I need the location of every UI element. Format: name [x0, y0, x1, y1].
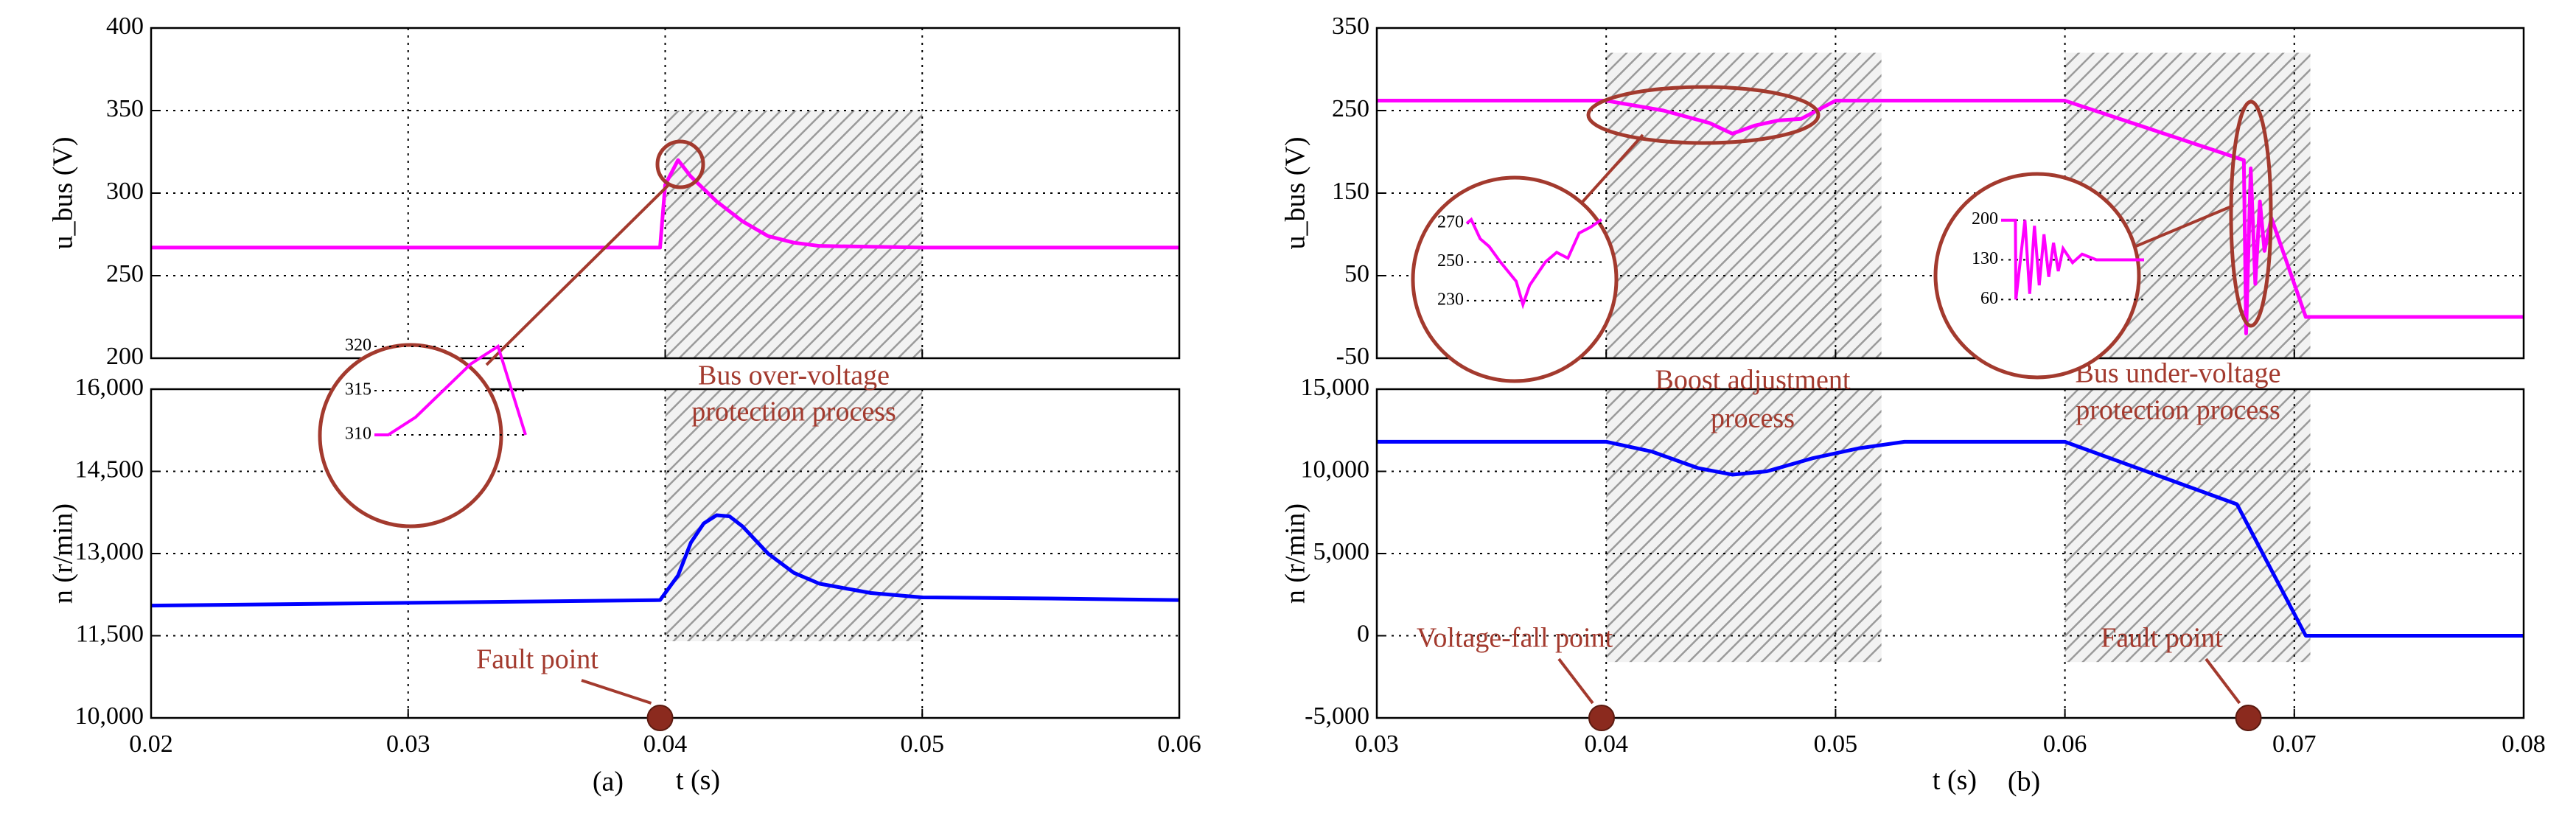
- highlight-ring: [2229, 100, 2273, 328]
- inset-tick-label: 270: [1437, 213, 1464, 232]
- x-tick-label: 0.04: [643, 730, 688, 758]
- inset-line: [1465, 217, 1603, 310]
- x-tick-label: 0.05: [901, 730, 945, 758]
- caption: (b): [2008, 767, 2040, 798]
- y-tick-label: 14,500: [75, 456, 144, 483]
- y-axis-label: u_bus (V): [1280, 136, 1311, 249]
- marker-arrow: [2205, 657, 2241, 705]
- x-tick-label: 0.07: [2272, 730, 2317, 758]
- y-tick-label: -5,000: [1305, 702, 1369, 730]
- x-tick-label: 0.08: [2502, 730, 2546, 758]
- inset-tick-label: 60: [1980, 289, 1998, 308]
- y-tick-label: 16,000: [75, 374, 144, 401]
- highlight-ring: [1586, 85, 1821, 145]
- data-line: [151, 158, 1179, 250]
- inset-connector: [485, 183, 671, 366]
- y-tick-label: 300: [106, 178, 144, 205]
- y-tick-label: 350: [106, 95, 144, 122]
- y-tick-label: 10,000: [75, 702, 144, 730]
- inset-connector: [2135, 204, 2234, 248]
- inset-tick-label: 310: [345, 425, 371, 444]
- y-tick-label: 200: [106, 343, 144, 370]
- y-tick-label: 0: [1357, 620, 1369, 647]
- marker-arrow: [581, 679, 652, 705]
- y-tick-label: 250: [106, 260, 144, 287]
- shaded-region: [1606, 52, 1882, 358]
- inset-tick-label: 130: [1972, 249, 1998, 268]
- x-tick-label: 0.06: [1157, 730, 1201, 758]
- marker-label: Voltage-fall point: [1417, 623, 1613, 654]
- x-axis-label: t (s): [1933, 765, 1977, 796]
- y-tick-label: 13,000: [75, 538, 144, 565]
- marker-label: Fault point: [2101, 623, 2223, 654]
- inset-connector: [1581, 133, 1644, 203]
- annotation: process: [1711, 403, 1795, 434]
- y-tick-label: 5,000: [1313, 538, 1370, 565]
- inset-line: [2001, 218, 2144, 300]
- data-line: [1377, 439, 2524, 638]
- marker-arrow: [1557, 657, 1594, 705]
- annotation: protection process: [2076, 395, 2280, 426]
- inset-tick-label: 250: [1437, 251, 1464, 271]
- marker-dot: [2235, 705, 2262, 731]
- y-tick-label: 250: [1332, 95, 1369, 122]
- annotation: protection process: [691, 397, 896, 428]
- axes-background: [1377, 389, 2524, 718]
- y-axis-label: n (r/min): [1280, 503, 1311, 604]
- x-tick-label: 0.05: [1814, 730, 1858, 758]
- inset-tick-label: 230: [1437, 290, 1464, 309]
- x-tick-label: 0.04: [1584, 730, 1628, 758]
- axes-frame: [150, 27, 1181, 360]
- y-tick-label: -50: [1336, 343, 1369, 370]
- marker-dot: [646, 705, 674, 731]
- shaded-region: [665, 111, 923, 358]
- x-tick-label: 0.02: [129, 730, 173, 758]
- axes-frame: [1375, 27, 2525, 360]
- annotation: Bus under-voltage: [2076, 358, 2281, 389]
- y-tick-label: 350: [1332, 13, 1369, 40]
- caption: (a): [593, 767, 624, 798]
- inset-tick-label: 315: [345, 380, 371, 399]
- y-tick-label: 50: [1344, 260, 1369, 287]
- shaded-region: [665, 389, 923, 641]
- inset-tick-label: 200: [1972, 209, 1998, 228]
- x-tick-label: 0.06: [2043, 730, 2087, 758]
- x-tick-label: 0.03: [386, 730, 430, 758]
- y-tick-label: 150: [1332, 178, 1369, 205]
- x-axis-label: t (s): [676, 765, 720, 796]
- y-axis-label: n (r/min): [48, 503, 79, 604]
- marker-label: Fault point: [476, 644, 598, 675]
- inset-tick-label: 320: [345, 336, 371, 355]
- axes-frame: [1375, 388, 2525, 719]
- shaded-region: [2064, 389, 2311, 663]
- y-axis-label: u_bus (V): [48, 136, 79, 249]
- y-tick-label: 11,500: [76, 620, 144, 647]
- data-line: [150, 513, 1180, 608]
- annotation: Boost adjustment: [1655, 365, 1851, 396]
- y-tick-label: 400: [106, 13, 144, 40]
- marker-dot: [1588, 705, 1615, 731]
- x-tick-label: 0.03: [1355, 730, 1399, 758]
- inset-line: [374, 343, 527, 436]
- y-tick-label: 15,000: [1301, 374, 1370, 401]
- annotation: Bus over-voltage: [698, 360, 890, 391]
- y-tick-label: 10,000: [1301, 456, 1370, 483]
- highlight-ring: [655, 139, 705, 189]
